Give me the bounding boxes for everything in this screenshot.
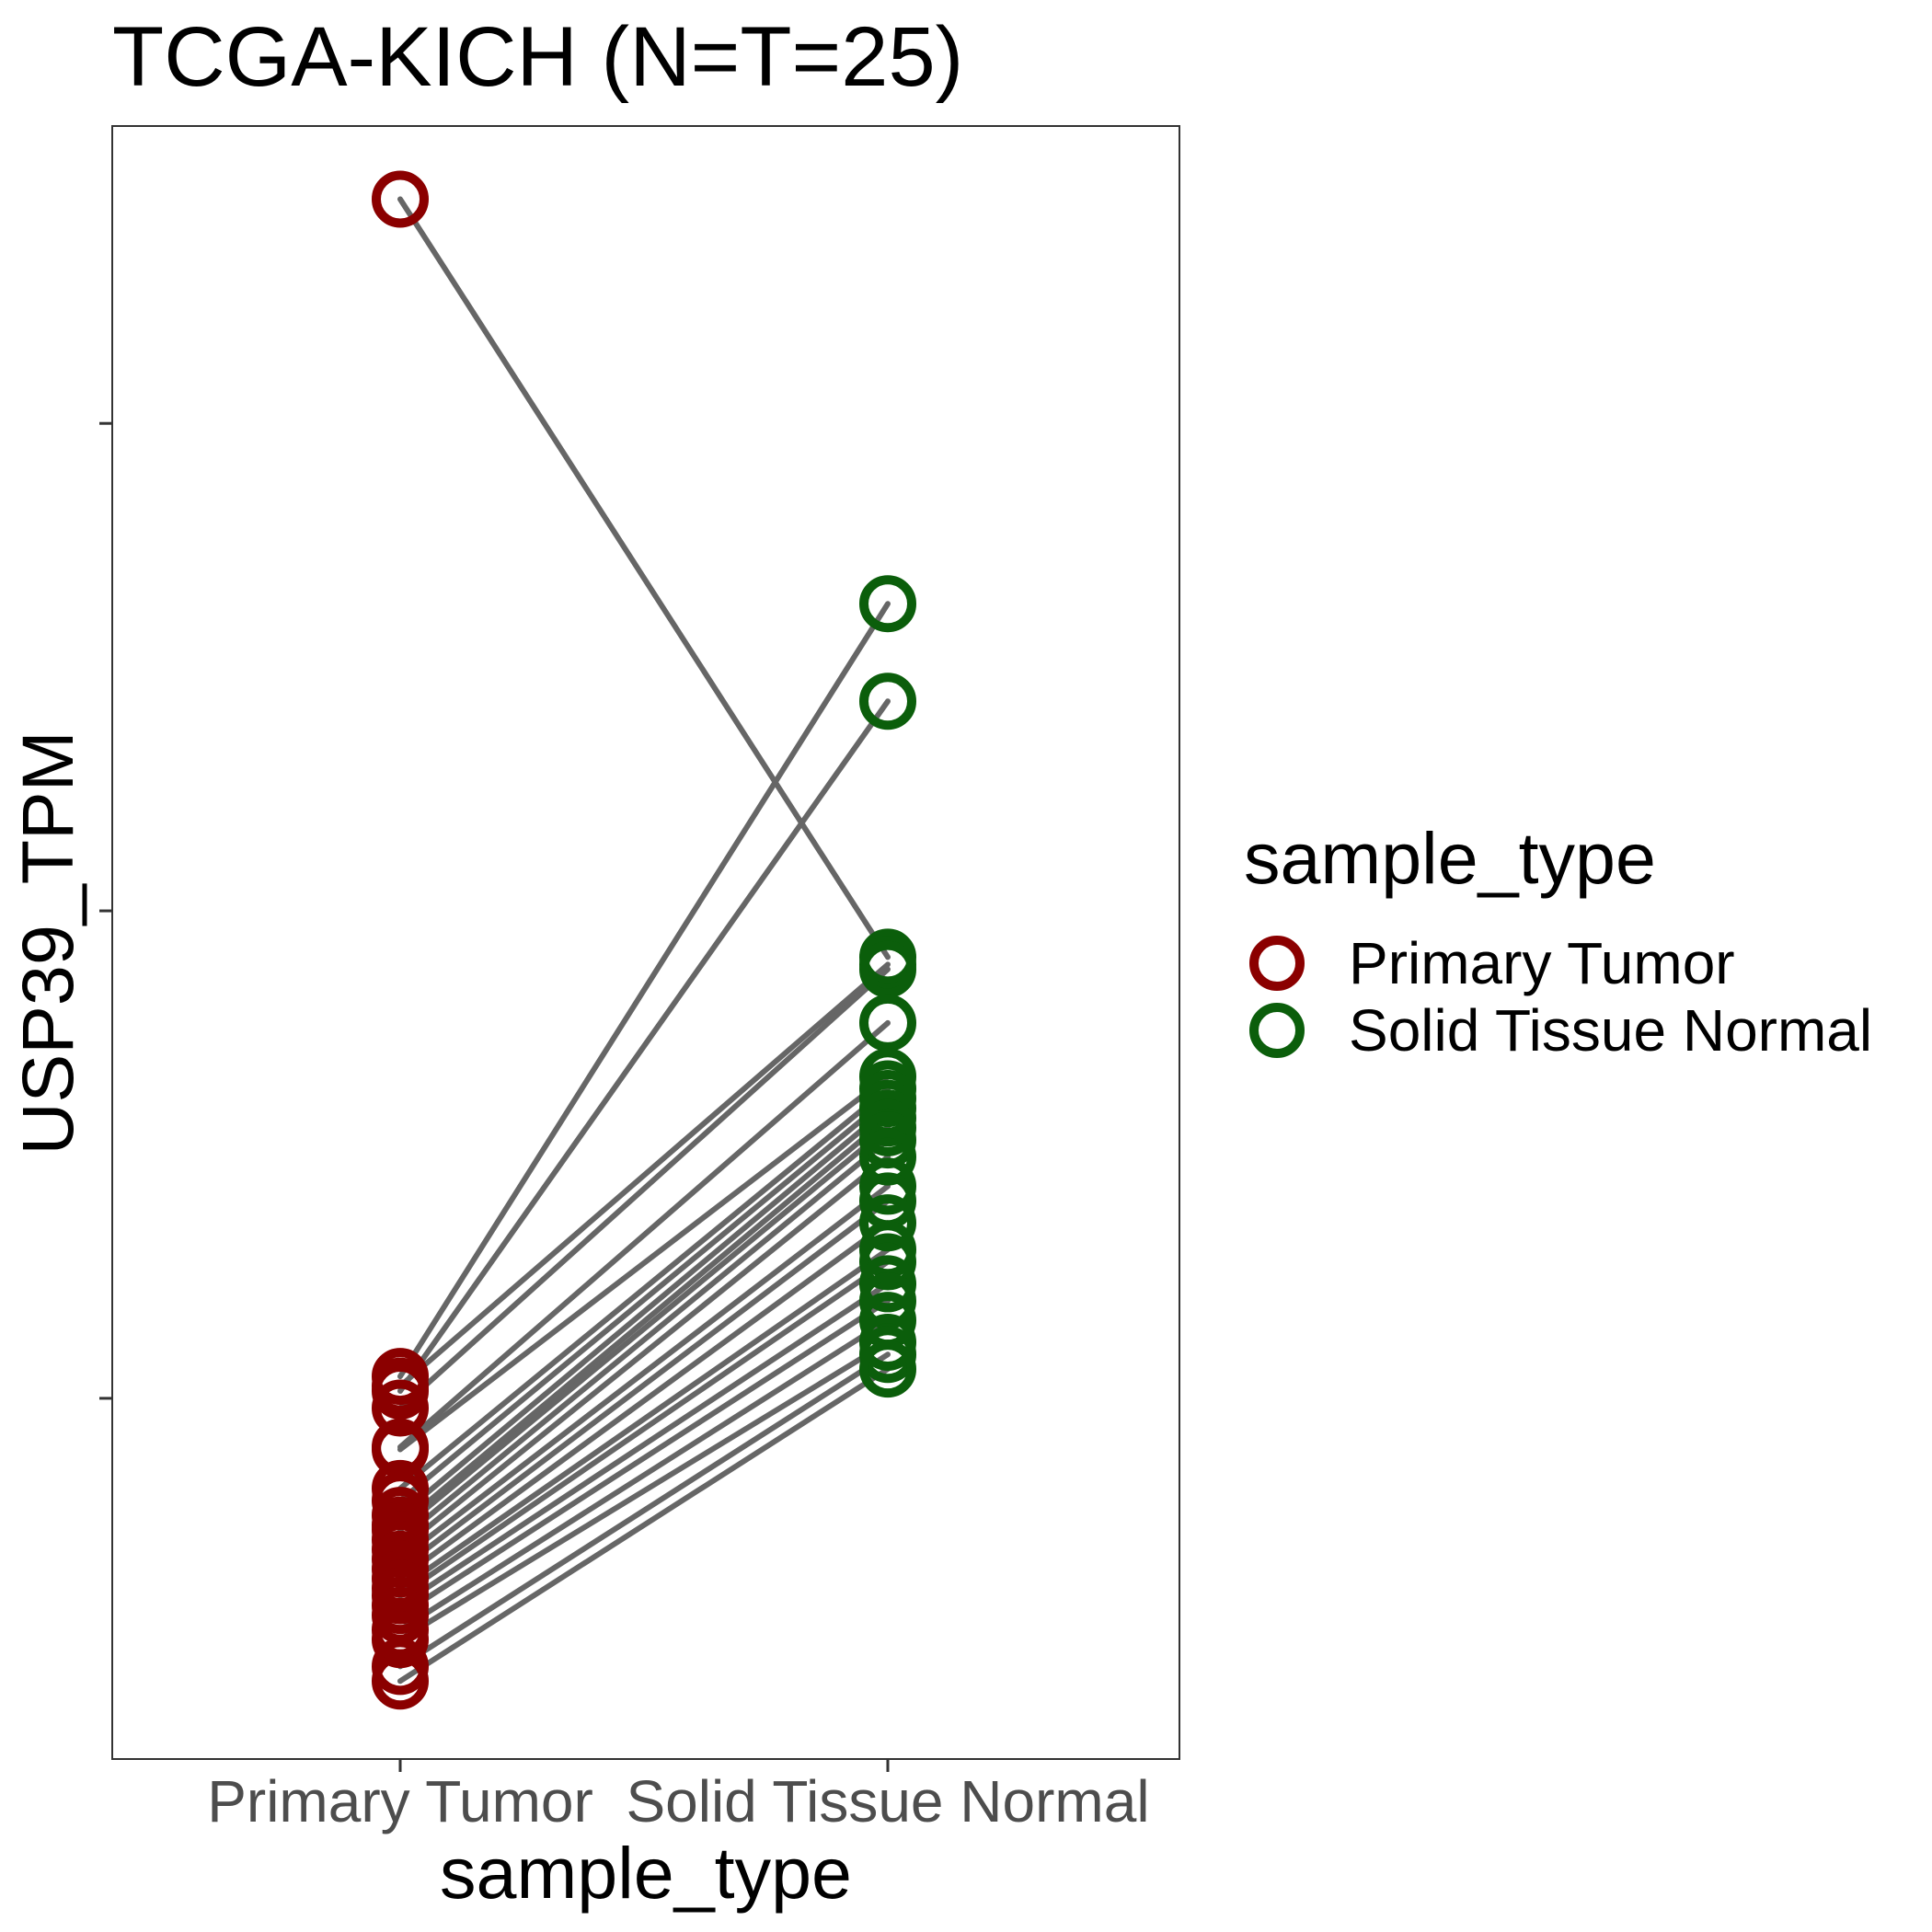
tumor-point-5: [372, 1379, 429, 1437]
normal-point-20: [859, 1255, 916, 1313]
pair-line-17: [397, 1220, 891, 1581]
pair-line-10: [397, 1105, 891, 1519]
tumor-points: [372, 170, 429, 1710]
pair-line-1: [397, 196, 891, 960]
plot-panel: [111, 125, 1180, 1760]
x-tick-label-primary-tumor: Primary Tumor: [207, 1768, 593, 1834]
chart-title: TCGA-KICH (N=T=25): [112, 10, 963, 104]
pair-line-2: [397, 601, 891, 1380]
pair-line-5: [397, 966, 891, 1411]
pair-line-19: [397, 1259, 891, 1599]
x-axis-ticks: [398, 1759, 890, 1772]
pair-line-4: [397, 961, 891, 1389]
pair-line-14: [397, 1154, 891, 1553]
tumor-point-4: [372, 1357, 429, 1415]
legend: sample_type Primary Tumor Solid Tissue N…: [1244, 817, 1872, 1064]
pair-line-20: [397, 1281, 891, 1609]
pair-line-25: [397, 1366, 891, 1685]
normal-point-2: [859, 575, 916, 633]
tumor-point-23: [372, 1611, 429, 1669]
pair-lines: [397, 196, 891, 1685]
normal-point-6: [859, 994, 916, 1052]
normal-point-3: [859, 673, 916, 730]
tumor-point-25: [372, 1652, 429, 1710]
pair-line-7: [397, 1074, 891, 1453]
normal-point-21: [859, 1271, 916, 1329]
y-axis-ticks: [99, 421, 112, 1400]
pair-line-6: [397, 1019, 891, 1450]
legend-label-primary-tumor: Primary Tumor: [1349, 930, 1735, 996]
pair-line-11: [397, 1115, 891, 1528]
pair-line-22: [397, 1317, 891, 1633]
x-axis-title: sample_type: [440, 1832, 852, 1914]
pair-line-15: [397, 1183, 891, 1562]
x-tick-label-solid-tissue-normal: Solid Tissue Normal: [626, 1768, 1149, 1834]
tumor-point-1: [372, 170, 429, 228]
normal-point-25: [859, 1340, 916, 1398]
pair-line-12: [397, 1124, 891, 1533]
y-axis-title: USP39_TPM: [6, 730, 88, 1155]
normal-point-5: [859, 940, 916, 998]
normal-point-19: [859, 1233, 916, 1291]
pair-line-3: [397, 698, 891, 1394]
legend-marker-solid-tissue-normal: [1249, 1003, 1305, 1058]
pair-line-23: [397, 1339, 891, 1643]
legend-marker-primary-tumor: [1249, 936, 1305, 991]
legend-title: sample_type: [1244, 817, 1656, 899]
normal-point-17: [859, 1194, 916, 1252]
normal-points: [859, 575, 916, 1398]
pair-line-16: [397, 1198, 891, 1572]
pair-line-9: [397, 1096, 891, 1504]
pair-line-24: [397, 1351, 891, 1670]
legend-label-solid-tissue-normal: Solid Tissue Normal: [1349, 997, 1872, 1064]
pair-line-18: [397, 1247, 891, 1592]
x-axis-tick-labels: Primary Tumor Solid Tissue Normal: [207, 1768, 1149, 1834]
pair-line-13: [397, 1137, 891, 1543]
pair-line-8: [397, 1086, 891, 1491]
pair-line-21: [397, 1297, 891, 1618]
